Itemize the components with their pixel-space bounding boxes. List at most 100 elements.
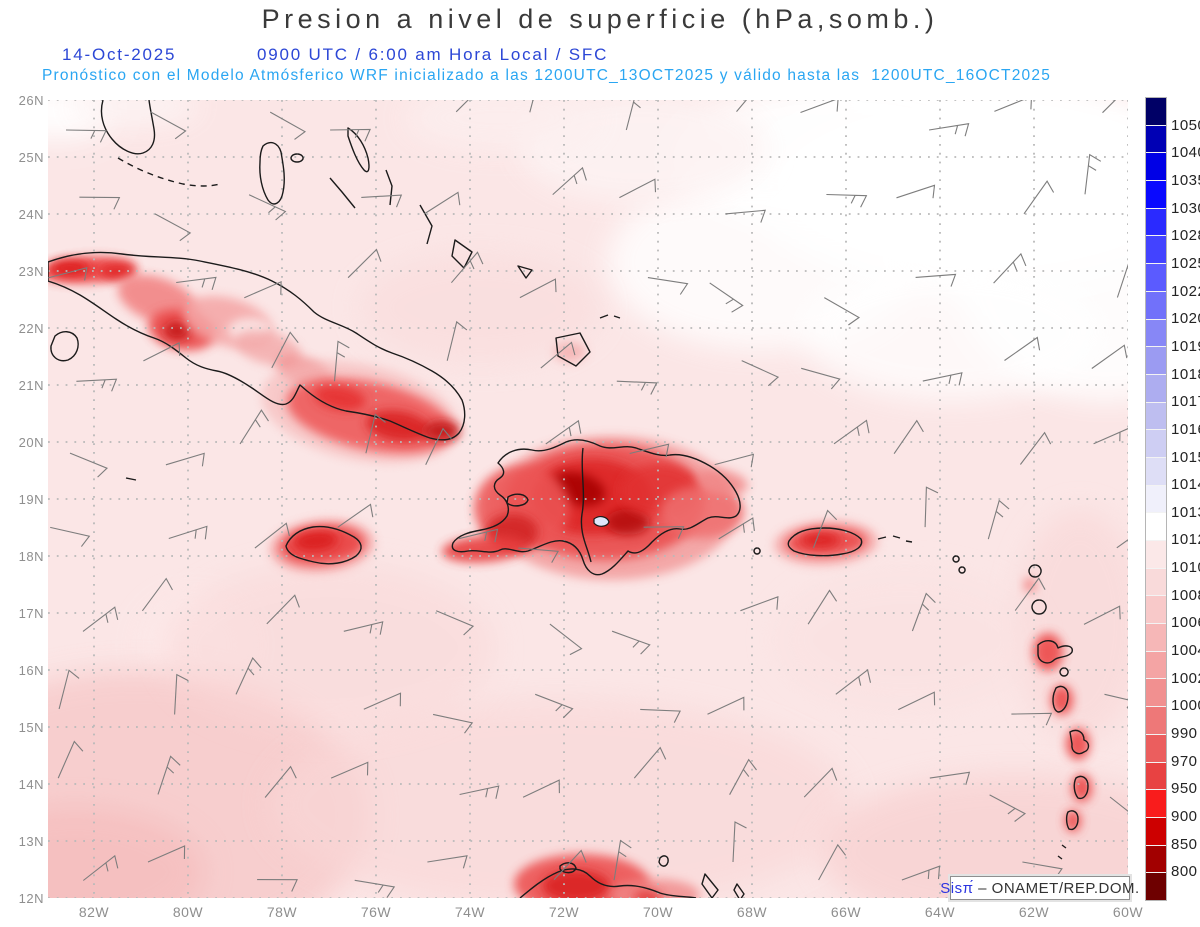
wind-barb xyxy=(48,266,88,281)
wind-barb xyxy=(929,123,970,137)
coastline xyxy=(559,862,577,874)
wind-barb xyxy=(1116,263,1128,298)
wind-barb xyxy=(987,499,1010,540)
colorbar-tick-label: 1022 xyxy=(1171,282,1200,300)
lat-tick-label: 18N xyxy=(18,549,44,564)
wind-barb xyxy=(1023,180,1055,215)
wind-barb xyxy=(647,277,689,295)
lat-tick-label: 16N xyxy=(18,663,44,678)
wind-barb xyxy=(150,111,187,140)
colorbar-segment xyxy=(1146,706,1166,734)
colorbar-tick-label: 1050 xyxy=(1171,116,1200,134)
wind-barb xyxy=(740,595,779,612)
colorbar-segment xyxy=(1146,401,1166,430)
wind-barb xyxy=(271,331,299,369)
colorbar-tick-label: 1006 xyxy=(1171,614,1200,632)
wind-barb xyxy=(343,621,384,635)
colorbar-segment xyxy=(1146,318,1166,347)
colorbar-segment xyxy=(1146,373,1166,402)
lon-tick-label: 80W xyxy=(172,904,204,920)
coastline xyxy=(1057,844,1067,860)
wind-barb xyxy=(896,184,936,199)
wind-barb xyxy=(911,592,936,632)
colorbar-tick-label: 970 xyxy=(1171,752,1198,770)
colorbar-tick-label: 1008 xyxy=(1171,586,1200,604)
wind-barb xyxy=(801,367,841,390)
wind-barb xyxy=(235,656,262,695)
wind-barb xyxy=(337,503,374,528)
coastline xyxy=(1059,667,1069,677)
wind-barb xyxy=(168,525,208,540)
wind-barb xyxy=(549,623,583,656)
wind-barb xyxy=(354,879,396,898)
colorbar-segment xyxy=(1146,235,1166,264)
colorbar-tick-label: 1004 xyxy=(1171,642,1200,660)
wind-barb xyxy=(901,865,941,881)
coastline xyxy=(517,265,533,279)
colorbar-tick-label: 1000 xyxy=(1171,697,1200,715)
colorbar-tick-label: 990 xyxy=(1171,725,1198,743)
wind-barb xyxy=(736,100,747,112)
coastline xyxy=(100,100,156,155)
wind-barb xyxy=(264,765,297,798)
lat-tick-label: 20N xyxy=(18,435,44,450)
wind-barb xyxy=(1019,431,1052,465)
wind-barb xyxy=(446,320,468,361)
lat-tick-label: 13N xyxy=(18,834,44,849)
coastline xyxy=(506,493,529,507)
wind-barb xyxy=(50,526,91,547)
wind-barb xyxy=(929,771,971,785)
wind-barb xyxy=(818,843,847,881)
wind-barb xyxy=(458,528,499,543)
pressure-low-blob xyxy=(294,530,338,552)
pressure-low-blob xyxy=(610,879,700,898)
lat-tick-label: 23N xyxy=(18,264,44,279)
coastline xyxy=(787,527,863,557)
wind-barb xyxy=(833,419,870,445)
wind-barb xyxy=(361,194,403,208)
coastline xyxy=(877,535,913,543)
wind-barb xyxy=(455,100,469,113)
colorbar-tick-label: 1030 xyxy=(1171,199,1200,217)
wind-barb xyxy=(519,278,557,299)
colorbar-tick-label: 850 xyxy=(1171,835,1198,853)
wind-barb xyxy=(58,669,80,710)
valid-time-text: 0900 UTC / 6:00 am Hora Local / SFC xyxy=(257,45,609,64)
coastline xyxy=(599,314,621,319)
wind-barb xyxy=(1014,577,1046,611)
pressure-tint-patch xyxy=(802,264,1102,400)
colorbar-segment xyxy=(1146,456,1166,485)
coastline xyxy=(285,525,362,565)
coastline xyxy=(290,153,304,163)
wind-barb xyxy=(629,443,670,458)
wind-barb xyxy=(535,693,574,719)
wind-barb xyxy=(611,630,651,655)
wind-barb xyxy=(450,251,484,284)
wind-barb xyxy=(1116,539,1128,549)
coastline xyxy=(259,141,285,205)
colorbar-tick-label: 900 xyxy=(1171,808,1198,826)
wind-barb xyxy=(522,779,560,798)
colorbar-segment xyxy=(1146,789,1166,817)
wind-barb xyxy=(432,713,474,734)
colorbar-segment xyxy=(1146,761,1166,790)
wind-barb xyxy=(835,669,872,695)
wind-barb xyxy=(330,761,369,779)
wind-barb xyxy=(625,100,641,131)
wind-barb xyxy=(803,767,838,798)
wind-barb xyxy=(65,129,107,143)
wind-barb xyxy=(893,419,924,455)
coastline xyxy=(125,477,137,481)
pressure-low-blob xyxy=(50,260,90,276)
wind-barb xyxy=(157,755,181,795)
wind-barb xyxy=(1004,336,1041,361)
colorbar-segment xyxy=(1146,152,1166,181)
wind-barb xyxy=(824,297,861,326)
pressure-tint-patch xyxy=(70,100,200,126)
wind-barb xyxy=(540,341,576,369)
coastline xyxy=(1073,775,1089,800)
colorbar-segment xyxy=(1146,678,1166,707)
coastline xyxy=(1028,564,1042,578)
